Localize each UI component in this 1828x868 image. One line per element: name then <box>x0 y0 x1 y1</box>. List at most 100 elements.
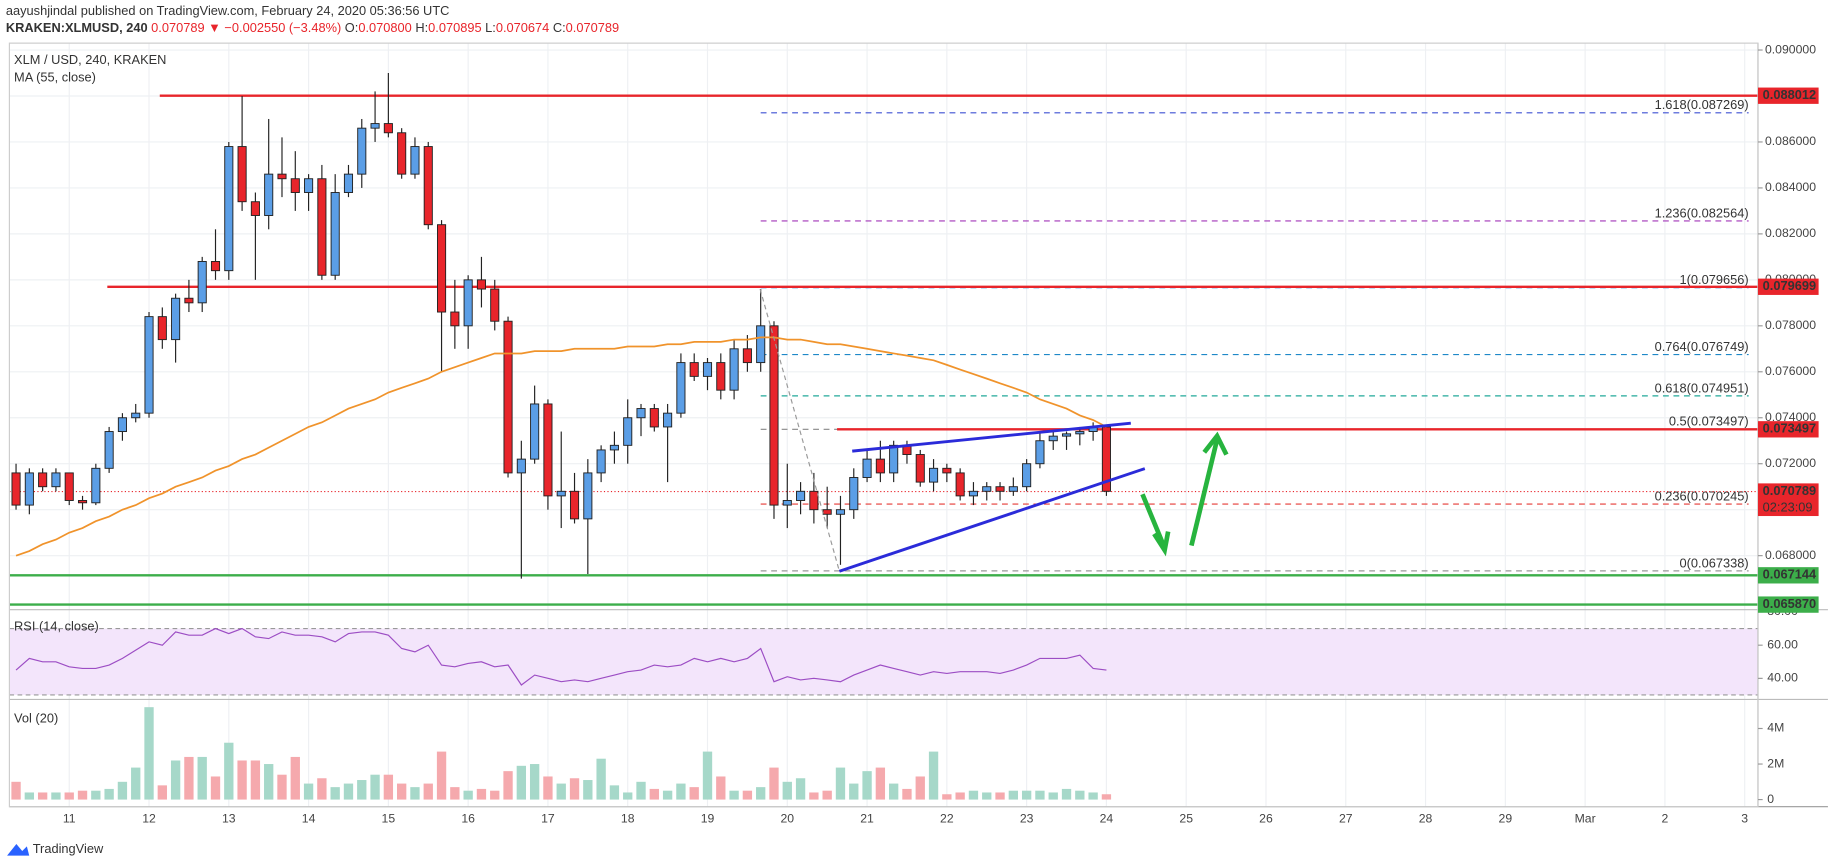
volume-bar <box>303 783 314 800</box>
x-tick-label: 2 <box>1661 812 1668 826</box>
fib-label: 1.236(0.082564) <box>1655 205 1749 220</box>
vol-legend: Vol (20) <box>14 711 58 726</box>
x-tick-label: 22 <box>940 812 954 826</box>
candle-body <box>38 472 48 488</box>
volume-bar <box>716 776 726 800</box>
candle-body <box>756 325 766 364</box>
candle-body <box>1008 486 1018 492</box>
change: −0.002550 (−3.48%) <box>224 21 341 36</box>
candle-body <box>742 348 752 364</box>
volume-bar <box>795 778 806 800</box>
candle-body <box>729 348 739 391</box>
volume-bar <box>1008 790 1019 800</box>
volume-bar <box>343 783 354 800</box>
symbol-line: KRAKEN:XLMUSD, 240 0.070789 ▼ −0.002550 … <box>6 21 619 36</box>
candle-body <box>503 320 513 474</box>
rsi-tick-label: 40.00 <box>1767 671 1798 685</box>
countdown: 02:23:09 <box>1763 499 1813 514</box>
candle-body <box>809 490 819 511</box>
volume-bar <box>1035 790 1045 800</box>
volume-bar <box>875 767 886 800</box>
candle-body <box>875 458 885 474</box>
candle-body <box>304 178 314 193</box>
candle-body <box>968 490 978 497</box>
volume-bar <box>569 778 580 800</box>
chart-title: XLM / USD, 240, KRAKEN <box>14 52 166 67</box>
volume-bar <box>423 783 433 800</box>
volume-bar <box>849 783 859 800</box>
volume-bar <box>463 790 473 800</box>
candle-body <box>117 417 127 433</box>
price-box-label: 0.067144 <box>1763 567 1817 582</box>
candle-body <box>955 472 965 497</box>
c-label: C: <box>553 21 566 36</box>
volume-bar <box>476 788 487 800</box>
x-tick-label: 20 <box>780 812 794 826</box>
volume-bar <box>702 751 713 800</box>
candle-body <box>889 444 899 474</box>
volume-bar <box>64 792 74 800</box>
volume-bar <box>662 790 673 800</box>
y-tick-label: 0.086000 <box>1765 134 1816 148</box>
price-box-label: 0.065870 <box>1763 596 1816 611</box>
volume-bar <box>955 792 965 800</box>
candle-body <box>237 146 247 203</box>
y-tick-label: 0.068000 <box>1765 548 1816 562</box>
candle-body <box>463 279 473 327</box>
candle-body <box>530 403 540 460</box>
volume-bar <box>51 792 61 800</box>
candle-body <box>862 458 872 478</box>
x-tick-label: 18 <box>621 812 635 826</box>
volume-bar <box>516 765 527 800</box>
volume-bar <box>117 781 128 800</box>
volume-bar <box>915 776 925 800</box>
volume-bar <box>383 774 394 800</box>
vol-tick-label: 2M <box>1767 756 1784 770</box>
candle-body <box>290 178 300 193</box>
candle-body <box>24 472 34 506</box>
volume-bar <box>756 787 766 800</box>
candle-body <box>1035 440 1045 465</box>
candle-body <box>51 472 61 488</box>
volume-bar <box>170 760 181 800</box>
candle-body <box>835 509 846 515</box>
volume-bar <box>357 780 367 800</box>
price-box <box>1757 421 1819 438</box>
candle-body <box>437 224 447 313</box>
candle-body <box>1061 433 1072 437</box>
logo <box>7 843 30 856</box>
volume-bar <box>1061 788 1072 800</box>
volume-bar <box>982 792 992 800</box>
fib-label: 0.764(0.076749) <box>1655 339 1749 354</box>
volume-bar <box>157 785 167 800</box>
volume-bar <box>264 764 274 800</box>
ma-legend: MA (55, close) <box>14 69 96 84</box>
fib-label: 0(0.067338) <box>1680 555 1749 570</box>
x-tick-label: 21 <box>860 812 874 826</box>
candle-body <box>796 490 806 501</box>
volume-bar <box>11 781 21 800</box>
h-label: H: <box>415 21 428 36</box>
vol-tick-label: 0 <box>1767 792 1774 806</box>
volume-bar <box>277 774 287 800</box>
volume-bar <box>330 787 340 800</box>
x-tick-label: 24 <box>1100 812 1114 826</box>
ma-line <box>15 336 1107 557</box>
drawings <box>759 288 1229 573</box>
volume-bar <box>583 780 593 800</box>
volume-bar <box>131 767 141 800</box>
volume-bar <box>742 790 753 800</box>
x-tick-label: 15 <box>382 812 396 826</box>
x-tick-label: 28 <box>1419 812 1433 826</box>
candle-body <box>543 403 553 497</box>
last: 0.070789 <box>151 21 204 36</box>
fib-label: 0.5(0.073497) <box>1669 414 1749 429</box>
y-tick-label: 0.074000 <box>1765 410 1816 424</box>
candle-body <box>516 458 526 474</box>
arrow: ▼ <box>208 21 221 36</box>
candle-body <box>171 297 181 341</box>
volume-bar <box>37 792 48 800</box>
candle-body <box>1075 431 1085 435</box>
x-tick-label: 27 <box>1339 812 1353 826</box>
